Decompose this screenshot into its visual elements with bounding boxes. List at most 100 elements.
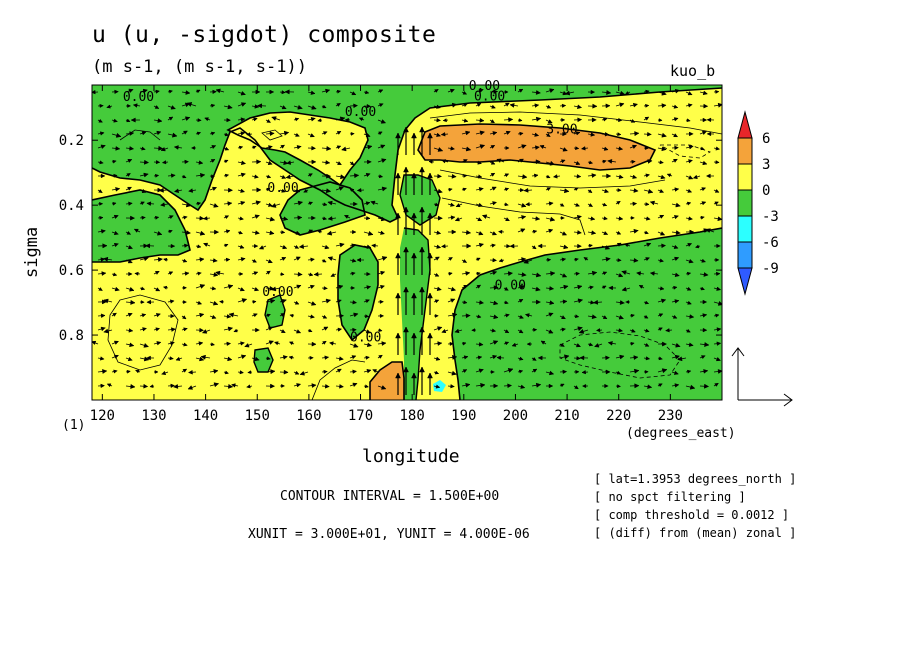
wind-vector (657, 327, 663, 332)
wind-vector (257, 103, 267, 109)
wind-vector (677, 356, 687, 362)
wind-vector (671, 314, 678, 319)
wind-vector (153, 313, 161, 318)
wind-vector (349, 243, 356, 248)
wind-vector (657, 146, 667, 152)
wind-vector (187, 385, 197, 390)
wind-vector (685, 103, 693, 108)
wind-vector (153, 105, 160, 109)
colorbar-level-label: -6 (762, 235, 779, 251)
vector-scale-text: XUNIT = 3.000E+01, YUNIT = 4.000E-06 (248, 527, 530, 542)
wind-vector (699, 342, 710, 348)
wind-vector (307, 90, 316, 95)
wind-vector (279, 313, 286, 317)
wind-vector (475, 187, 484, 192)
wind-vector (475, 342, 484, 347)
contour-dashed-2 (659, 144, 711, 159)
wind-vector (685, 243, 693, 248)
y-tick-label: 0.6 (59, 263, 84, 279)
wind-vector (204, 117, 211, 122)
wind-vector (699, 286, 705, 291)
wind-vector (209, 382, 220, 388)
wind-vector (489, 300, 499, 306)
wind-vector (713, 201, 719, 206)
wind-vector (461, 229, 472, 235)
wind-vector (265, 230, 275, 236)
wind-vector (293, 230, 301, 235)
wind-vector (643, 188, 654, 194)
y-axis-ticks: 0.2 0.4 0.6 0.8 (59, 133, 722, 344)
wind-vector (671, 370, 679, 375)
wind-vector (251, 214, 260, 220)
wind-vector (699, 355, 706, 360)
wind-vector (209, 174, 216, 179)
wind-vector (705, 173, 715, 179)
wind-vector (629, 216, 635, 220)
wind-vector (643, 146, 649, 150)
wind-vector (475, 368, 484, 374)
wind-vector (573, 257, 579, 262)
wind-vector (461, 355, 469, 360)
wind-vector (363, 355, 370, 360)
wind-vector (433, 173, 443, 179)
colorbar-band (737, 215, 753, 243)
wind-vector (370, 200, 379, 206)
wind-vector (517, 284, 526, 290)
wind-vector (335, 130, 342, 135)
wind-vector (531, 145, 540, 150)
wind-vector (489, 340, 499, 345)
wind-vector (503, 329, 510, 334)
reference-vector (731, 347, 793, 407)
wind-vector (125, 312, 133, 318)
wind-vector (293, 284, 302, 290)
wind-vector (629, 341, 635, 346)
wind-vector (167, 132, 178, 138)
wind-vector (327, 256, 337, 262)
wind-vector (125, 118, 131, 123)
wind-vector (489, 231, 498, 236)
wind-vector (153, 370, 159, 374)
wind-vector (246, 132, 253, 137)
wind-vector (643, 257, 650, 262)
wind-vector (223, 146, 230, 151)
contour-label: 0.00 (350, 331, 381, 346)
wind-vector (629, 313, 635, 318)
wind-vector (615, 174, 624, 179)
wind-vector (293, 329, 302, 334)
wind-vector (237, 172, 246, 178)
wind-vector (321, 326, 329, 331)
wind-vector (461, 146, 472, 152)
wind-vector (629, 102, 639, 108)
wind-vector (601, 146, 609, 151)
wind-vector (573, 131, 581, 136)
wind-vector (363, 201, 371, 206)
wind-vector (237, 188, 246, 193)
wind-vector (307, 383, 317, 388)
wind-vector (97, 243, 108, 249)
wind-vector (125, 103, 132, 108)
wind-vector (601, 89, 612, 95)
wind-vector (125, 259, 133, 264)
wind-vector (181, 243, 189, 248)
wind-vector (713, 188, 720, 193)
wind-vector (461, 271, 471, 276)
wind-vector (559, 216, 565, 220)
wind-vector (531, 90, 541, 95)
wind-vector (139, 383, 149, 389)
wind-vector (251, 230, 260, 235)
wind-vector (657, 298, 667, 304)
wind-vector (581, 370, 589, 375)
wind-vector (125, 244, 134, 250)
wind-vector (441, 328, 449, 334)
wind-vector (349, 382, 358, 388)
wind-vector (433, 104, 441, 109)
wind-vector (270, 202, 281, 208)
wind-vector (195, 284, 206, 289)
wind-vector (307, 314, 315, 319)
wind-vector (153, 341, 162, 346)
wind-vector (271, 116, 281, 121)
wind-vector (149, 384, 155, 389)
wind-vector (503, 243, 511, 249)
wind-vector (625, 300, 631, 304)
wind-vector (629, 159, 636, 164)
